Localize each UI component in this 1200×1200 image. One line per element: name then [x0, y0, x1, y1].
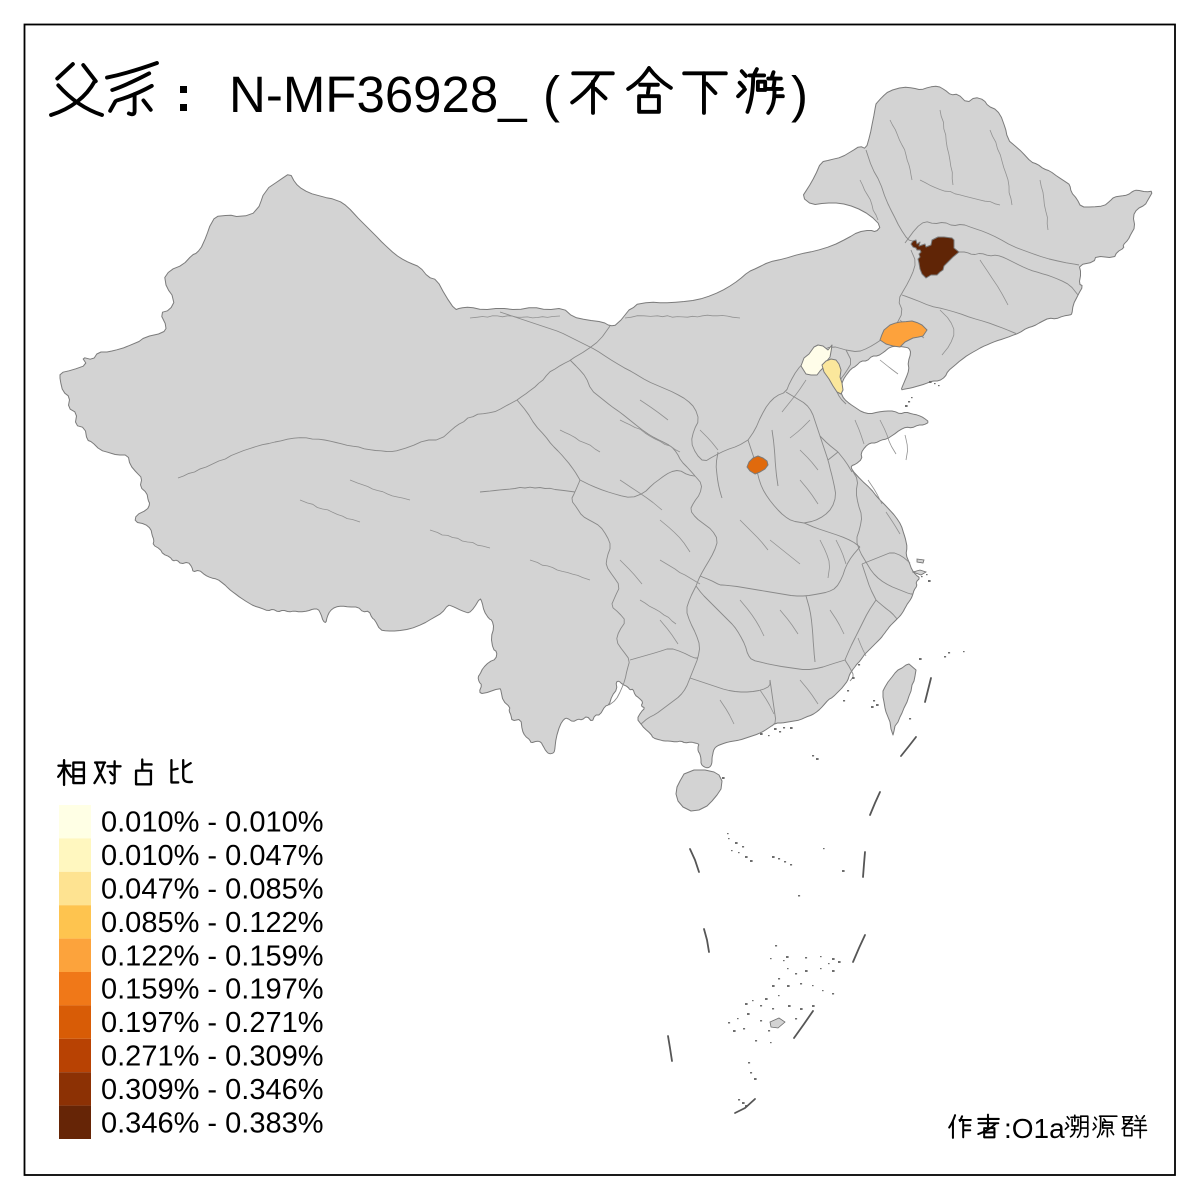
svg-text:0.085% - 0.122%: 0.085% - 0.122% [101, 907, 323, 939]
svg-text:0.309% - 0.346%: 0.309% - 0.346% [101, 1074, 323, 1106]
svg-text:0.346% - 0.383%: 0.346% - 0.383% [101, 1107, 323, 1139]
svg-text:0.197% - 0.271%: 0.197% - 0.271% [101, 1007, 323, 1039]
svg-text:0.047% - 0.085%: 0.047% - 0.085% [101, 874, 323, 906]
svg-text:0.122% - 0.159%: 0.122% - 0.159% [101, 940, 323, 972]
svg-text:): ) [791, 66, 808, 123]
svg-text:0.159% - 0.197%: 0.159% - 0.197% [101, 974, 323, 1006]
svg-text:0.010% - 0.047%: 0.010% - 0.047% [101, 840, 323, 872]
svg-text::O1a: :O1a [1004, 1113, 1065, 1144]
svg-text:N-MF36928_: N-MF36928_ [229, 66, 527, 123]
svg-text:0.010% - 0.010%: 0.010% - 0.010% [101, 807, 323, 839]
svg-text:(: ( [543, 66, 560, 123]
svg-text:0.271% - 0.309%: 0.271% - 0.309% [101, 1041, 323, 1073]
